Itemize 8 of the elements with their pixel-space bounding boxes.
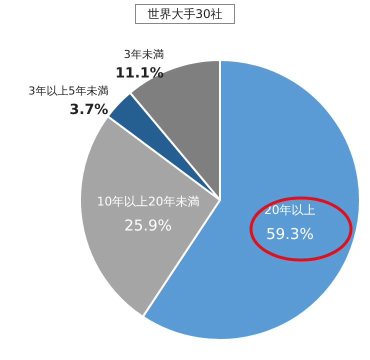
data-label: 3.7% xyxy=(70,102,108,118)
slice-label: 3年以上5年未満 xyxy=(28,84,108,98)
data-label: 59.3% xyxy=(266,225,314,244)
slice-label: 3年未満 xyxy=(124,48,164,62)
data-label: 11.1% xyxy=(115,66,164,82)
data-label: 25.9% xyxy=(124,216,172,235)
slice-label: 10年以上20年未満 xyxy=(96,194,200,209)
chart-title: 世界大手30社 xyxy=(147,7,223,21)
